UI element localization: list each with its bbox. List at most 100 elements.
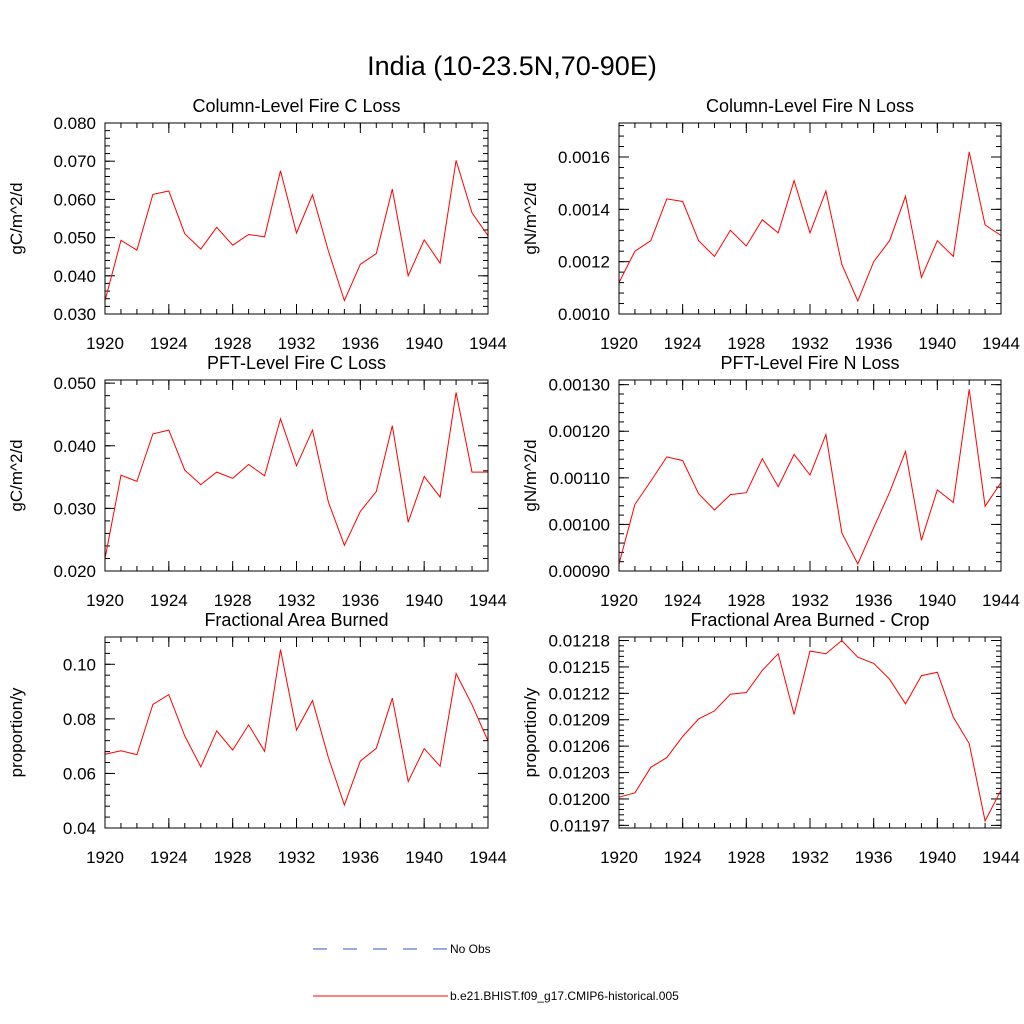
- panel-pft-fire-c-loss: PFT-Level Fire C Loss gC/m^2/d 1920 1924 192…: [7, 353, 507, 610]
- chart-5-ytick-label: 0.01212: [549, 684, 610, 703]
- figure-title: India (10-23.5N,70-90E): [367, 51, 657, 81]
- chart-1-frame: [618, 122, 1002, 315]
- panel-fractional-area-burned-crop: Fractional Area Burned - Crop proportion/…: [521, 610, 1020, 867]
- chart-4-xtick-label: 1936: [341, 848, 379, 867]
- chart-2-ytick-label: 0.040: [53, 437, 96, 456]
- chart-2-xtick-label: 1932: [278, 591, 316, 610]
- chart-3-xtick-label: 1932: [791, 591, 829, 610]
- chart-0-xtick-label: 1932: [278, 334, 316, 353]
- chart-2-frame: [104, 379, 489, 572]
- chart-3-xtick-label: 1944: [982, 591, 1020, 610]
- chart-1-xtick-label: 1936: [855, 334, 893, 353]
- chart-4-ytick-label: 0.04: [63, 819, 96, 838]
- chart-0-xtick-label: 1944: [469, 334, 507, 353]
- chart-3-ytick-label: 0.00100: [549, 515, 610, 534]
- chart-5-ytick-label: 0.01206: [549, 737, 610, 756]
- chart-3-xtick-label: 1936: [855, 591, 893, 610]
- chart-3-xtick-label: 1924: [664, 591, 702, 610]
- chart-3-ytick-label: 0.00130: [549, 376, 610, 395]
- chart-2-ytick-label: 0.050: [53, 374, 96, 393]
- chart-2-ytick-label: 0.020: [53, 562, 96, 581]
- chart-5-xtick-label: 1924: [664, 848, 702, 867]
- chart-4-ytick-label: 0.06: [63, 764, 96, 783]
- chart-4-series-line: [104, 649, 489, 807]
- chart-5-series-line: [618, 639, 1002, 823]
- chart-0-frame: [104, 122, 489, 315]
- chart-5-ytick-label: 0.01200: [549, 790, 610, 809]
- chart-3-series-line: [618, 389, 1002, 566]
- chart-0-xtick-label: 1936: [341, 334, 379, 353]
- panel-pft-fire-n-loss: PFT-Level Fire N Loss gN/m^2/d 1920 1924 192…: [521, 353, 1020, 610]
- chart-4-title: Fractional Area Burned: [204, 610, 388, 630]
- chart-5-ytick-label: 0.01215: [549, 658, 610, 677]
- chart-0-series-line: [104, 160, 489, 303]
- chart-2-ytick-label: 0.030: [53, 499, 96, 518]
- chart-5-xtick-label: 1920: [600, 848, 638, 867]
- chart-4-xtick-label: 1940: [405, 848, 443, 867]
- chart-4-xtick-label: 1932: [278, 848, 316, 867]
- chart-4-xtick-label: 1924: [150, 848, 188, 867]
- chart-1-xtick-label: 1932: [791, 334, 829, 353]
- chart-0-ytick-label: 0.060: [53, 190, 96, 209]
- chart-5-ytick-label: 0.01197: [550, 816, 610, 835]
- chart-3-ytick-label: 0.00120: [549, 422, 610, 441]
- chart-3-xtick-label: 1920: [600, 591, 638, 610]
- panel-fractional-area-burned: Fractional Area Burned proportion/y 1920 19…: [7, 610, 507, 867]
- chart-3-ytick-label: 0.00110: [550, 469, 610, 488]
- chart-3-xtick-label: 1928: [727, 591, 765, 610]
- chart-3-ylabel: gN/m^2/d: [521, 439, 540, 511]
- chart-0-ytick-label: 0.050: [53, 229, 96, 248]
- chart-4-xtick-label: 1944: [469, 848, 507, 867]
- chart-1-xtick-label: 1924: [664, 334, 702, 353]
- chart-5-xtick-label: 1928: [727, 848, 765, 867]
- chart-1-ytick-label: 0.0010: [558, 305, 610, 324]
- chart-5-ylabel: proportion/y: [521, 687, 540, 777]
- chart-2-series-line: [104, 392, 488, 559]
- chart-3-ytick-label: 0.00090: [549, 562, 610, 581]
- legend: No Obs b.e21.BHIST.f09_g17.CMIP6-histori…: [313, 942, 679, 1003]
- chart-0-ytick-label: 0.070: [53, 152, 96, 171]
- chart-1-series-line: [618, 151, 1002, 303]
- chart-0-ytick-label: 0.080: [53, 114, 96, 133]
- chart-1-xtick-label: 1940: [918, 334, 956, 353]
- chart-5-ytick-label: 0.01209: [549, 711, 610, 730]
- chart-4-xtick-label: 1920: [86, 848, 124, 867]
- chart-0-ylabel: gC/m^2/d: [7, 182, 26, 254]
- chart-2-ylabel: gC/m^2/d: [7, 439, 26, 511]
- chart-2-xtick-label: 1920: [86, 591, 124, 610]
- chart-5-xtick-label: 1936: [855, 848, 893, 867]
- chart-1-ytick-label: 0.0014: [558, 200, 610, 219]
- chart-4-xtick-label: 1928: [214, 848, 252, 867]
- chart-5-frame: [618, 636, 1002, 829]
- chart-4-ylabel: proportion/y: [7, 687, 26, 777]
- chart-3-title: PFT-Level Fire N Loss: [720, 353, 899, 373]
- chart-1-xtick-label: 1944: [982, 334, 1020, 353]
- chart-0-xtick-label: 1924: [150, 334, 188, 353]
- chart-4-frame: [104, 636, 489, 829]
- chart-0-xtick-label: 1928: [214, 334, 252, 353]
- chart-2-xtick-label: 1928: [214, 591, 252, 610]
- chart-3-xtick-label: 1940: [918, 591, 956, 610]
- chart-1-ytick-label: 0.0016: [558, 148, 610, 167]
- chart-0-ytick-label: 0.040: [53, 267, 96, 286]
- chart-5-xtick-label: 1944: [982, 848, 1020, 867]
- chart-1-ytick-label: 0.0012: [558, 253, 610, 272]
- chart-4-ytick-label: 0.10: [63, 655, 96, 674]
- chart-5-ytick-label: 0.01218: [549, 632, 610, 651]
- chart-1-ylabel: gN/m^2/d: [521, 182, 540, 254]
- legend-label-no-obs: No Obs: [450, 942, 491, 956]
- chart-2-xtick-label: 1940: [405, 591, 443, 610]
- chart-0-title: Column-Level Fire C Loss: [192, 96, 400, 116]
- chart-0-xtick-label: 1920: [86, 334, 124, 353]
- chart-1-xtick-label: 1920: [600, 334, 638, 353]
- chart-2-xtick-label: 1944: [469, 591, 507, 610]
- panel-column-fire-n-loss: Column-Level Fire N Loss gN/m^2/d 1920 1924…: [521, 96, 1020, 353]
- chart-2-xtick-label: 1936: [341, 591, 379, 610]
- chart-4-ytick-label: 0.08: [63, 710, 96, 729]
- chart-1-title: Column-Level Fire N Loss: [706, 96, 914, 116]
- chart-3-frame: [618, 379, 1002, 572]
- legend-label-historical: b.e21.BHIST.f09_g17.CMIP6-historical.005: [450, 989, 679, 1003]
- chart-0-xtick-label: 1940: [405, 334, 443, 353]
- chart-5-xtick-label: 1940: [918, 848, 956, 867]
